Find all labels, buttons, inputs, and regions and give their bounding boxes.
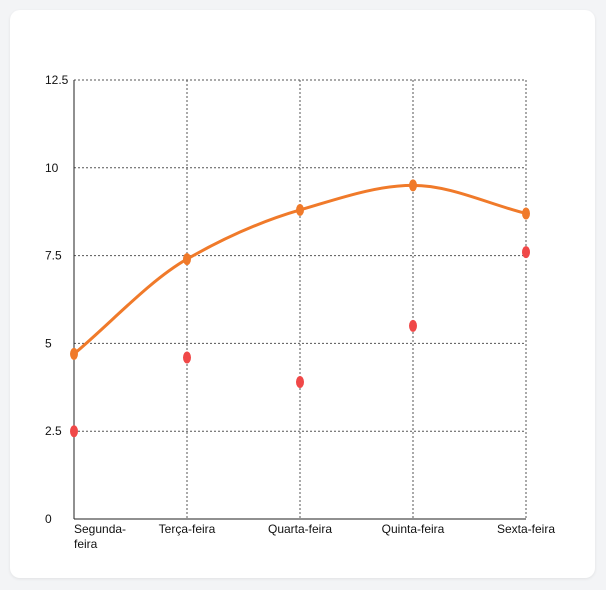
x-tick-label-line: Quinta-feira (382, 522, 445, 536)
y-tick-label: 0 (45, 512, 52, 526)
y-tick-label: 10 (45, 161, 59, 175)
x-tick-label: Terça-feira (159, 522, 216, 536)
y-axis-ticks: 0 2.5 5 7.5 10 12.5 (45, 73, 69, 526)
x-tick-label: Sexta-feira (497, 522, 555, 536)
scatter-point (296, 376, 304, 389)
scatter-point (409, 319, 417, 332)
line-point (522, 207, 530, 220)
scatter-point (70, 425, 78, 438)
x-tick-label: Quarta-feira (268, 522, 332, 536)
line-series-path (72, 183, 528, 356)
x-tick-label-line: feira (74, 537, 98, 551)
grid (73, 79, 527, 520)
line-point (70, 347, 78, 360)
x-tick-label-line: Sexta-feira (497, 522, 555, 536)
x-tick-label-line: Segunda- (74, 522, 126, 536)
x-axis-ticks: Segunda-feira Terça-feira Quarta-feira Quin… (74, 522, 555, 551)
x-tick-label: Segunda-feira (74, 522, 126, 551)
line-point (183, 253, 191, 266)
y-tick-label: 7.5 (45, 249, 62, 263)
y-tick-label: 2.5 (45, 424, 62, 438)
x-tick-label-line: Terça-feira (159, 522, 216, 536)
y-tick-label: 5 (45, 336, 52, 350)
line-series (70, 179, 530, 360)
x-tick-label: Quinta-feira (382, 522, 445, 536)
scatter-point (183, 351, 191, 364)
y-tick-label: 12.5 (45, 73, 69, 87)
chart-card (10, 10, 595, 578)
line-point (409, 179, 417, 192)
x-tick-label-line: Quarta-feira (268, 522, 332, 536)
scatter-series (70, 246, 530, 438)
scatter-point (522, 246, 530, 259)
line-point (296, 203, 304, 216)
